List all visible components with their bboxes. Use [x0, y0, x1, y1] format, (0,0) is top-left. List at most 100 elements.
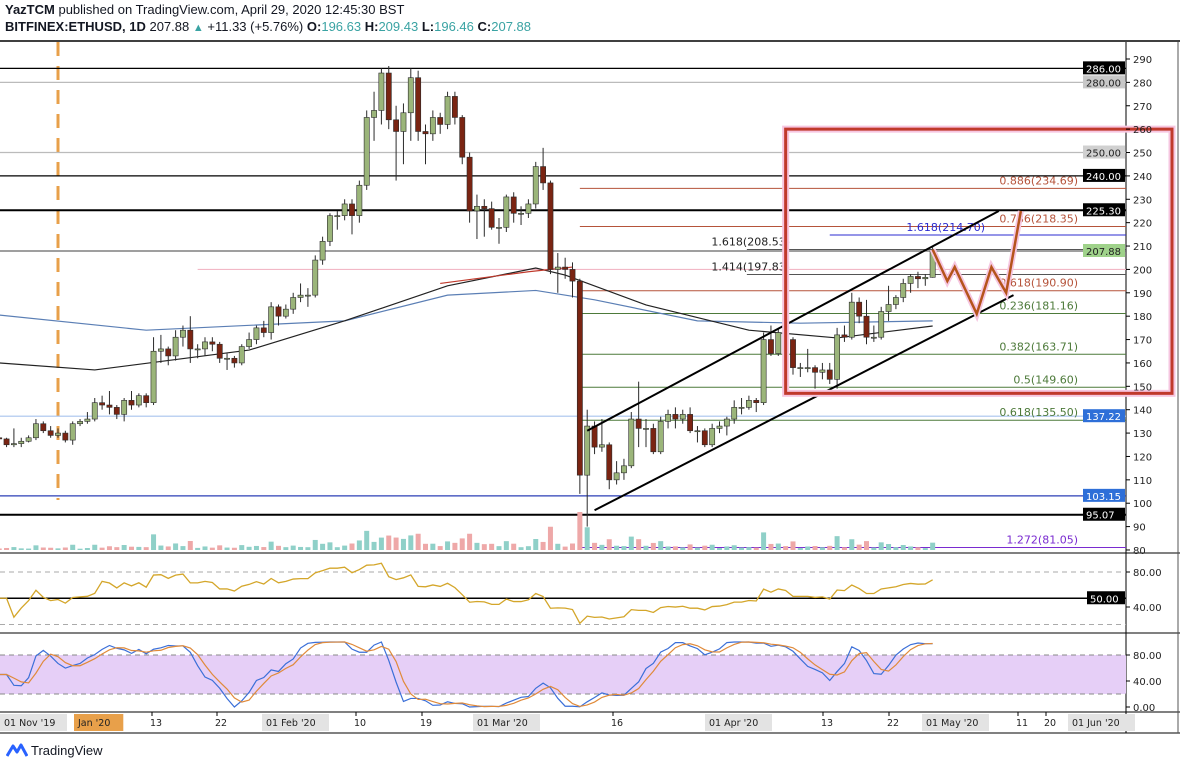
candle	[363, 117, 370, 186]
volume-bar	[628, 536, 634, 550]
candle	[922, 277, 929, 280]
candle	[3, 438, 10, 446]
candle	[878, 311, 885, 338]
candle	[158, 348, 164, 352]
volume-bar	[224, 547, 230, 550]
volume-bar	[856, 544, 862, 550]
candle	[451, 96, 458, 118]
stoch-k-line	[0, 641, 933, 708]
time-label: 16	[611, 718, 623, 729]
candle	[231, 357, 238, 364]
volume-bar	[408, 535, 414, 550]
channel-upper-line[interactable]	[586, 210, 1000, 432]
volume-bar	[415, 533, 421, 550]
time-label-box	[922, 714, 989, 731]
volume-bar	[665, 546, 671, 550]
volume-bar	[599, 544, 605, 550]
volume-bar	[606, 539, 612, 550]
price-tag-label: 225.30	[1086, 206, 1121, 217]
fib-label: 0.618(135.50)	[999, 406, 1078, 419]
candle	[25, 437, 32, 442]
candle	[503, 196, 510, 228]
volume-bar	[231, 547, 237, 550]
volume-bar	[261, 547, 267, 550]
candle	[275, 306, 282, 317]
volume-bar	[503, 541, 509, 550]
price-tick-label: 270	[1133, 102, 1152, 113]
volume-bar	[783, 546, 789, 550]
fib-label: 0.886(234.69)	[999, 174, 1078, 187]
volume-bar	[834, 536, 840, 550]
candle	[150, 350, 157, 403]
time-label: 19	[420, 718, 432, 729]
volume-bar	[334, 547, 340, 550]
candle	[672, 414, 679, 420]
volume-bar	[790, 541, 796, 550]
high-label: H:	[364, 19, 379, 34]
price-tick-label: 90	[1133, 523, 1146, 534]
chart-canvas[interactable]: 0.886(234.69) 0.786(218.35) 1.618(214.70) 0…	[0, 0, 1180, 740]
author-name[interactable]: YazTCM	[5, 2, 55, 17]
candle	[459, 117, 466, 158]
volume-bar	[841, 547, 847, 550]
candle	[180, 329, 186, 338]
candle	[665, 414, 671, 422]
volume-bar	[775, 543, 781, 550]
price-tag	[1083, 61, 1125, 75]
volume-bar	[474, 542, 480, 550]
time-label: Jan '20	[77, 718, 110, 729]
volume-bar	[364, 530, 370, 550]
candle	[723, 418, 730, 427]
volume-bar	[40, 547, 46, 550]
open-label: O:	[306, 19, 322, 34]
price-tick-label: 80	[1133, 546, 1146, 557]
candle	[62, 432, 69, 441]
price-tick-label: 130	[1133, 429, 1152, 440]
stoch-tick-label: 40.00	[1133, 677, 1162, 688]
volume-bar	[4, 547, 10, 550]
candle	[481, 205, 488, 209]
volume-bar	[121, 545, 127, 550]
candle	[694, 430, 701, 433]
target-box[interactable]	[784, 127, 1174, 395]
candle	[569, 269, 576, 282]
volume-bar	[886, 544, 892, 550]
candle	[650, 428, 657, 453]
volume-bar	[430, 543, 436, 550]
candle	[613, 472, 620, 481]
time-label: 01 Jun '20	[1072, 718, 1120, 729]
candle	[496, 227, 502, 229]
candle	[790, 339, 796, 368]
candle	[393, 119, 399, 132]
price-tick-label: 140	[1133, 406, 1152, 417]
candle	[327, 215, 333, 242]
candle	[444, 96, 451, 125]
candle	[900, 283, 907, 298]
candle	[113, 407, 120, 415]
channel-lower-line[interactable]	[594, 294, 1014, 512]
candle	[812, 367, 818, 373]
volume-bar	[173, 543, 179, 550]
stoch-tick-label: 80.00	[1133, 651, 1162, 662]
candle	[915, 276, 921, 280]
price-change: +11.33 (+5.76%)	[207, 19, 304, 34]
price-tick-label: 250	[1133, 149, 1152, 160]
volume-bar	[55, 548, 61, 550]
volume-bar	[151, 534, 157, 550]
projection-path[interactable]	[931, 210, 1023, 318]
volume-bar	[180, 546, 186, 550]
time-label: 01 May '20	[926, 718, 978, 729]
candle	[84, 418, 91, 422]
rsi-tag-label: 50.00	[1090, 594, 1119, 605]
fib-label: 0.236(181.16)	[999, 299, 1078, 312]
publish-info: YazTCM published on TradingView.com, Apr…	[5, 2, 404, 17]
tradingview-logo[interactable]: TradingView	[6, 742, 103, 758]
volume-bar	[643, 545, 649, 550]
volume-bar	[445, 541, 451, 550]
volume-bar	[202, 546, 208, 550]
candle	[238, 346, 245, 364]
price-tag	[1083, 243, 1125, 257]
up-arrow-icon: ▲	[192, 22, 204, 34]
candle	[400, 112, 407, 132]
volume-bar	[327, 542, 333, 550]
